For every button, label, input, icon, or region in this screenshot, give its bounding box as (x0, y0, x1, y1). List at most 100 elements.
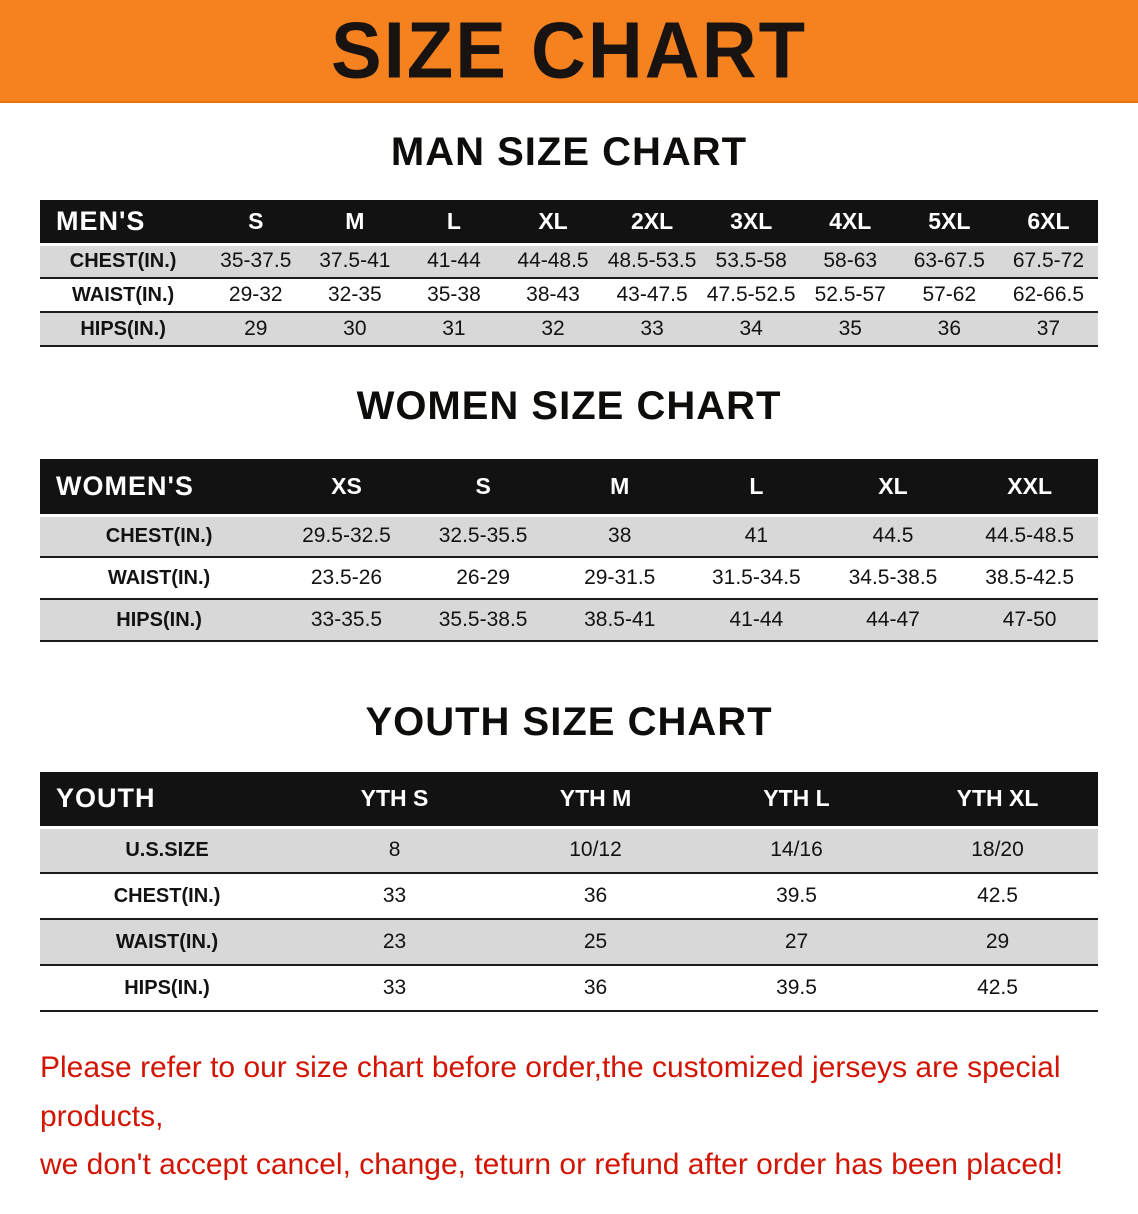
size-column-header: XL (503, 200, 603, 246)
size-value-cell: 58-63 (800, 244, 900, 279)
size-column-header: YTH S (294, 772, 496, 829)
size-column-header: 2XL (602, 200, 702, 246)
table-header-row: WOMEN'S XS S M L XL XXL (40, 459, 1098, 517)
disclaimer-line-1: Please refer to our size chart before or… (40, 1051, 1061, 1133)
size-value-cell: 67.5-72 (998, 244, 1098, 279)
women-size-section: WOMEN SIZE CHART WOMEN'S XS S M L XL XXL CHEST(… (0, 384, 1138, 642)
size-value-cell: 23 (294, 919, 496, 966)
size-column-header: S (414, 459, 552, 517)
row-label-cell: WAIST(IN.) (40, 278, 207, 313)
row-label-cell: HIPS(IN.) (40, 965, 295, 1012)
table-header-row: YOUTH YTH S YTH M YTH L YTH XL (40, 772, 1098, 829)
row-label-cell: HIPS(IN.) (40, 599, 279, 642)
size-value-cell: 53.5-58 (701, 244, 801, 279)
youth-size-table: YOUTH YTH S YTH M YTH L YTH XL U.S.SIZE 8 10/12… (40, 772, 1098, 1012)
table-row: WAIST(IN.) 23 25 27 29 (40, 919, 1098, 966)
size-value-cell: 35 (800, 312, 900, 347)
size-value-cell: 42.5 (897, 965, 1098, 1012)
size-value-cell: 27 (696, 919, 897, 966)
row-label-cell: WAIST(IN.) (40, 557, 279, 600)
disclaimer-line-2: we don't accept cancel, change, teturn o… (40, 1148, 1064, 1182)
size-value-cell: 14/16 (696, 827, 897, 874)
size-value-cell: 32-35 (305, 278, 405, 313)
size-column-header: YTH M (495, 772, 697, 829)
size-column-header: S (206, 200, 306, 246)
size-column-header: L (688, 459, 825, 517)
table-header-row: MEN'S S M L XL 2XL 3XL 4XL 5XL 6XL (40, 200, 1098, 246)
men-size-table: MEN'S S M L XL 2XL 3XL 4XL 5XL 6XL CHEST(IN.) 35-37… (40, 200, 1098, 347)
size-value-cell: 29.5-32.5 (278, 515, 415, 558)
table-row: HIPS(IN.) 33 36 39.5 42.5 (40, 965, 1098, 1012)
size-column-header: 6XL (998, 200, 1098, 246)
table-row: CHEST(IN.) 33 36 39.5 42.5 (40, 873, 1098, 920)
size-column-header: XL (824, 459, 962, 517)
size-value-cell: 35.5-38.5 (414, 599, 552, 642)
size-value-cell: 8 (294, 827, 496, 874)
row-label-cell: HIPS(IN.) (40, 312, 207, 347)
table-row: CHEST(IN.) 29.5-32.5 32.5-35.5 38 41 44.5 44.5… (40, 515, 1098, 558)
size-value-cell: 39.5 (696, 965, 897, 1012)
size-value-cell: 44-47 (824, 599, 962, 642)
size-column-header: L (404, 200, 504, 246)
size-value-cell: 32 (503, 312, 603, 347)
size-column-header: 4XL (800, 200, 900, 246)
table-row: HIPS(IN.) 29 30 31 32 33 34 35 36 37 (40, 312, 1098, 347)
size-value-cell: 18/20 (897, 827, 1098, 874)
size-value-cell: 32.5-35.5 (414, 515, 552, 558)
size-value-cell: 34 (701, 312, 801, 347)
size-value-cell: 41-44 (404, 244, 504, 279)
size-value-cell: 38 (551, 515, 689, 558)
row-label-cell: CHEST(IN.) (40, 515, 279, 558)
size-value-cell: 29 (897, 919, 1098, 966)
row-label-cell: WAIST(IN.) (40, 919, 295, 966)
row-label-cell: CHEST(IN.) (40, 244, 207, 279)
size-value-cell: 52.5-57 (800, 278, 900, 313)
youth-section-heading: YOUTH SIZE CHART (365, 700, 773, 744)
men-section-heading: MAN SIZE CHART (390, 130, 748, 174)
size-column-header: M (305, 200, 405, 246)
women-size-table: WOMEN'S XS S M L XL XXL CHEST(IN.) 29.5-32.5 32.5… (40, 459, 1098, 642)
men-size-section: MAN SIZE CHART MEN'S S M L XL 2XL 3XL 4XL 5XL 6XL… (0, 130, 1138, 347)
size-value-cell: 47-50 (961, 599, 1098, 642)
table-row: U.S.SIZE 8 10/12 14/16 18/20 (40, 827, 1098, 874)
row-label-cell: U.S.SIZE (40, 827, 295, 874)
page-title: SIZE CHART (331, 5, 807, 95)
size-value-cell: 30 (305, 312, 405, 347)
size-column-header: 3XL (701, 200, 801, 246)
size-value-cell: 41-44 (688, 599, 825, 642)
size-value-cell: 25 (495, 919, 697, 966)
size-value-cell: 36 (899, 312, 999, 347)
size-value-cell: 23.5-26 (278, 557, 415, 600)
size-value-cell: 29-32 (206, 278, 306, 313)
size-value-cell: 33 (602, 312, 702, 347)
size-value-cell: 57-62 (899, 278, 999, 313)
size-value-cell: 63-67.5 (899, 244, 999, 279)
size-value-cell: 43-47.5 (602, 278, 702, 313)
size-value-cell: 47.5-52.5 (701, 278, 801, 313)
size-value-cell: 31 (404, 312, 504, 347)
table-row: WAIST(IN.) 23.5-26 26-29 29-31.5 31.5-34.5 34… (40, 557, 1098, 600)
size-value-cell: 31.5-34.5 (688, 557, 825, 600)
size-value-cell: 29 (206, 312, 306, 347)
size-column-header: XS (278, 459, 415, 517)
size-value-cell: 41 (688, 515, 825, 558)
table-row: HIPS(IN.) 33-35.5 35.5-38.5 38.5-41 41-44 44-… (40, 599, 1098, 642)
size-value-cell: 36 (495, 873, 697, 920)
row-label-cell: CHEST(IN.) (40, 873, 295, 920)
size-value-cell: 48.5-53.5 (602, 244, 702, 279)
table-title-cell: WOMEN'S (40, 459, 279, 517)
size-value-cell: 34.5-38.5 (824, 557, 962, 600)
table-title-cell: MEN'S (40, 200, 207, 246)
size-value-cell: 38.5-42.5 (961, 557, 1098, 600)
size-column-header: YTH L (696, 772, 897, 829)
size-value-cell: 44-48.5 (503, 244, 603, 279)
size-value-cell: 33 (294, 965, 496, 1012)
size-column-header: YTH XL (897, 772, 1098, 829)
size-value-cell: 44.5-48.5 (961, 515, 1098, 558)
size-value-cell: 35-37.5 (206, 244, 306, 279)
size-value-cell: 26-29 (414, 557, 552, 600)
size-value-cell: 38.5-41 (551, 599, 689, 642)
size-value-cell: 10/12 (495, 827, 697, 874)
size-value-cell: 44.5 (824, 515, 962, 558)
